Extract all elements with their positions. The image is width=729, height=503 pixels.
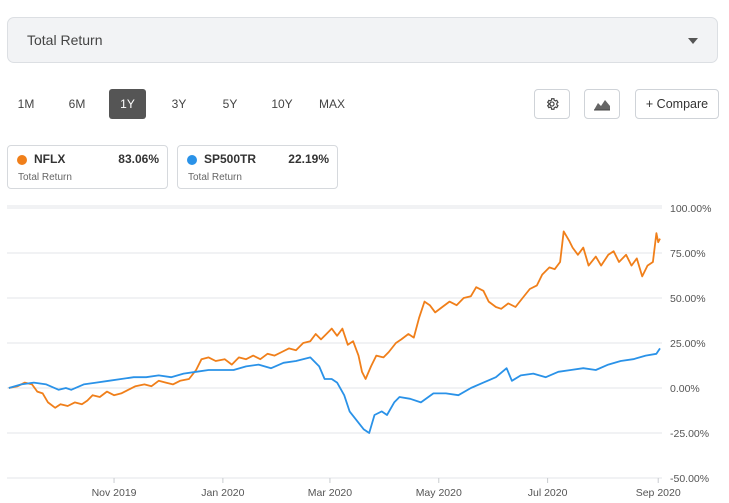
y-tick-label: -25.00% [670, 428, 709, 440]
period-6m[interactable]: 6M [68, 97, 86, 111]
legend-card-sp500tr[interactable]: SP500TR 22.19% Total Return [177, 145, 338, 189]
series-color-dot [187, 155, 197, 165]
legend-subtitle: Total Return [18, 172, 72, 183]
y-tick-label: 100.00% [670, 203, 711, 215]
legend-value: 22.19% [288, 152, 329, 166]
chart-grid [7, 205, 662, 479]
y-tick-label: 75.00% [670, 248, 706, 260]
return-chart[interactable]: 100.00% 75.00% 50.00% 25.00% 0.00% -25.00% -50… [0, 190, 729, 503]
legend-subtitle: Total Return [188, 172, 242, 183]
legend-value: 83.06% [118, 152, 159, 166]
period-1m[interactable]: 1M [17, 97, 35, 111]
series-line-nflx [8, 230, 661, 409]
metric-select[interactable]: Total Return [7, 17, 718, 63]
gear-icon [546, 98, 559, 110]
legend-symbol: NFLX [34, 152, 66, 166]
compare-button[interactable]: + Compare [635, 89, 719, 119]
x-axis-ticks: Nov 2019 Jan 2020 Mar 2020 May 2020 Jul 2020… [92, 478, 681, 499]
x-tick-label: May 2020 [416, 487, 462, 499]
series-line-sp500tr [8, 347, 661, 434]
chart-settings-button[interactable] [534, 89, 570, 119]
chart-type-button[interactable] [584, 89, 620, 119]
period-1y[interactable]: 1Y [109, 89, 146, 119]
legend-card-nflx[interactable]: NFLX 83.06% Total Return [7, 145, 168, 189]
y-tick-label: 25.00% [670, 338, 706, 350]
period-5y[interactable]: 5Y [222, 97, 238, 111]
y-tick-label: 50.00% [670, 293, 706, 305]
x-tick-label: Jan 2020 [201, 487, 244, 499]
y-tick-label: 0.00% [670, 383, 700, 395]
series-color-dot [17, 155, 27, 165]
metric-select-label: Total Return [27, 32, 103, 48]
period-10y[interactable]: 10Y [271, 97, 293, 111]
chevron-down-icon [688, 38, 698, 44]
x-tick-label: Jul 2020 [528, 487, 568, 499]
y-axis-ticks: 100.00% 75.00% 50.00% 25.00% 0.00% -25.00% -50… [670, 203, 711, 485]
period-3y[interactable]: 3Y [171, 97, 187, 111]
x-tick-label: Nov 2019 [92, 487, 137, 499]
mountain-chart-icon [594, 100, 610, 111]
period-max[interactable]: MAX [318, 97, 345, 111]
y-tick-label: -50.00% [670, 473, 709, 485]
x-tick-label: Mar 2020 [308, 487, 353, 499]
chart-series [8, 230, 661, 434]
legend-symbol: SP500TR [204, 152, 257, 166]
x-tick-label: Sep 2020 [636, 487, 681, 499]
